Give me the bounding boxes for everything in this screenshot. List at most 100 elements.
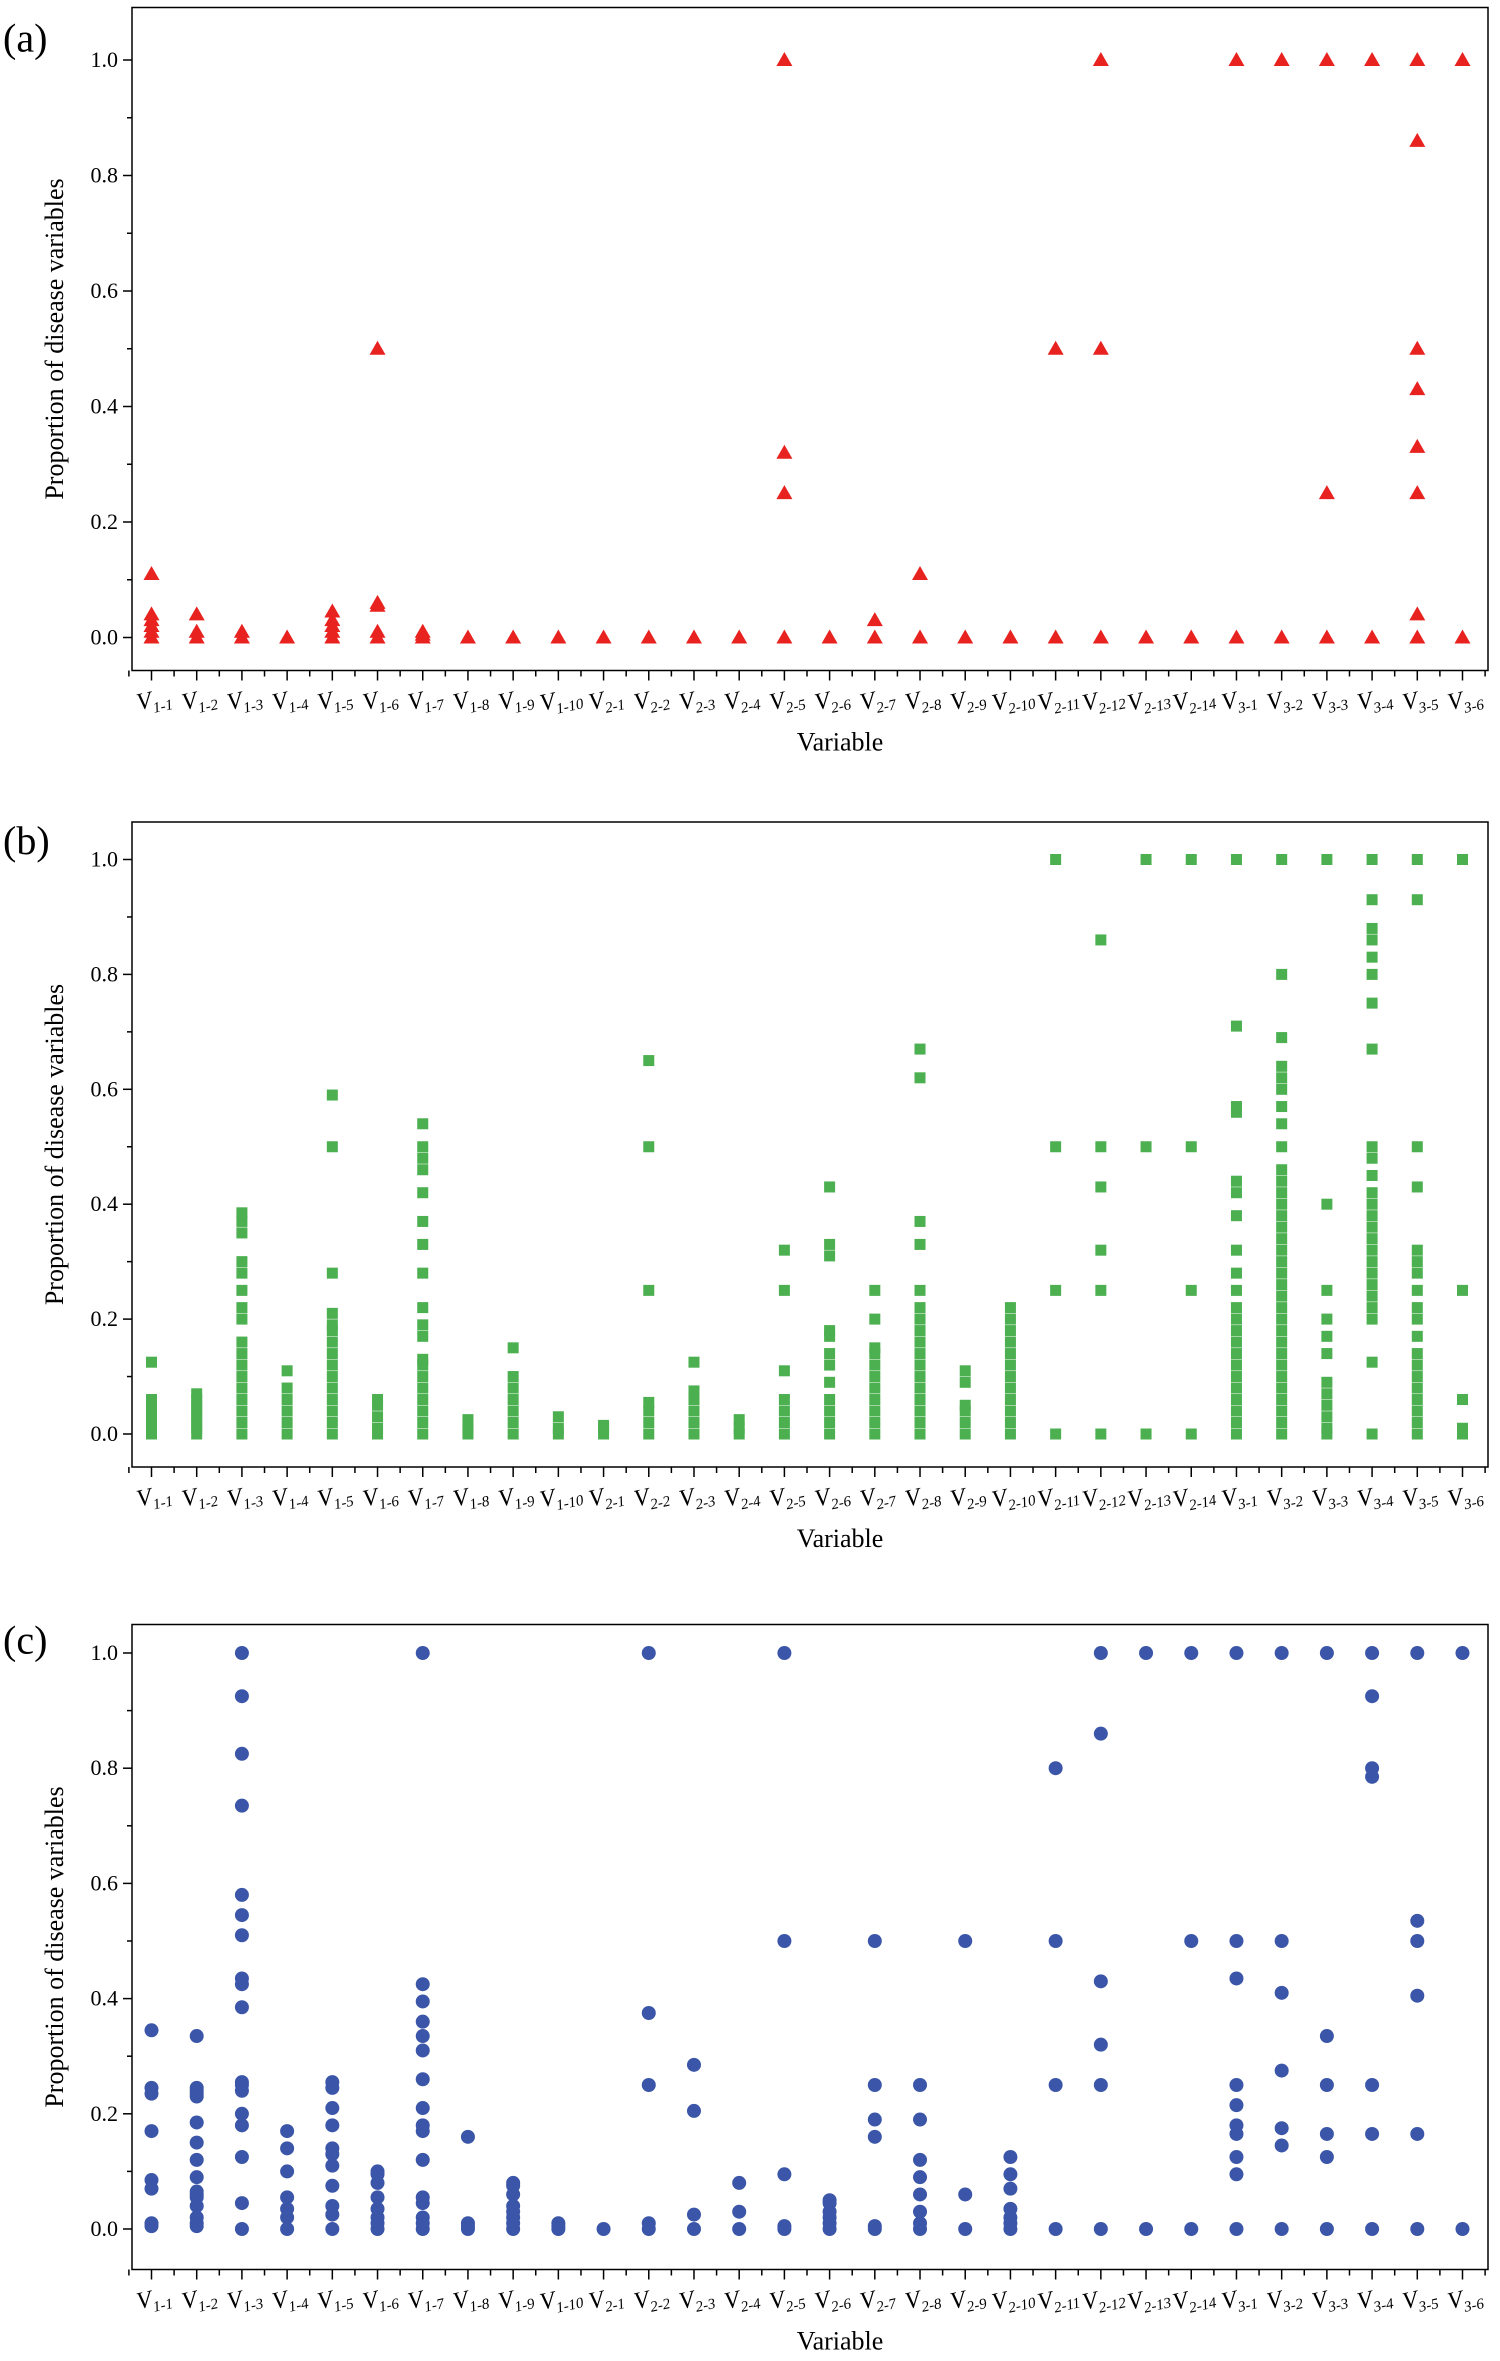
data-point [236,1359,248,1371]
data-point [1004,1371,1016,1383]
data-point [234,1689,249,1704]
data-point [236,1417,248,1429]
data-point [1319,2029,1334,2044]
data-point [236,1394,248,1406]
data-point [280,2201,295,2216]
data-point [733,1422,745,1434]
data-point [1229,2078,1244,2092]
data-point [1276,1244,1288,1256]
data-point [1457,1428,1468,1440]
data-point [1411,1330,1423,1342]
y-tick-label: 0.2 [91,509,119,534]
data-point [1047,340,1064,355]
data-point [1004,1325,1016,1337]
data-point [324,612,341,627]
data-point [1454,52,1471,66]
data-point [234,1971,249,1986]
data-point [777,1646,792,1660]
data-point [1050,1428,1062,1440]
y-tick-label: 1.0 [91,847,119,872]
panel-label: (b) [3,818,50,863]
data-point [1230,1267,1242,1279]
x-tick-label: V2-10 [990,1479,1038,1517]
data-point [507,1417,519,1429]
data-point [776,52,793,66]
data-point [1366,1141,1378,1153]
data-point [1411,894,1423,906]
x-axis-title: Variable [797,1524,884,1553]
data-point [1274,1985,1289,2000]
data-point [417,1187,429,1199]
data-point [1230,1175,1242,1187]
data-point [234,2118,249,2133]
data-point [1230,1302,1242,1314]
y-tick-label: 0.0 [91,2216,119,2241]
data-point [1229,2222,1244,2236]
data-point [236,1382,248,1394]
data-point [1093,1974,1108,1989]
data-point [643,1284,655,1296]
data-point [867,2219,882,2234]
data-point [236,1302,248,1314]
data-point [146,1405,157,1417]
data-point [1276,1118,1288,1130]
data-point [1230,1106,1242,1118]
data-point [507,1428,519,1440]
data-point [1411,1371,1423,1383]
data-point [914,1417,926,1429]
data-point [1366,1233,1378,1245]
data-point [598,1419,610,1431]
data-point [234,2075,249,2090]
data-point [778,1394,790,1406]
data-point [1411,1428,1423,1440]
data-point [1321,1428,1333,1440]
data-point [686,2207,701,2222]
data-point [1321,1348,1333,1360]
data-point [913,2152,928,2167]
data-point [1365,2078,1380,2092]
x-axis-title: Variable [797,2327,884,2356]
data-point [913,2170,928,2185]
data-point [506,2175,521,2190]
data-point [914,1394,926,1406]
data-point [415,2072,430,2087]
data-point [1229,2098,1244,2113]
data-point [778,1244,790,1256]
data-point [326,1089,338,1101]
data-point [1004,1394,1016,1406]
data-point [824,1428,836,1440]
data-point [1276,1072,1288,1084]
data-point [1004,1382,1016,1394]
data-point [417,1359,429,1371]
data-point [236,1256,248,1268]
data-point [417,1382,429,1394]
data-point [1230,1020,1242,1032]
data-point [1457,854,1468,865]
data-point [415,1646,430,1660]
data-point [913,2112,928,2127]
data-point [824,1348,836,1360]
data-point [914,1215,926,1227]
data-point [1230,1244,1242,1256]
data-point [1228,52,1245,66]
data-point [1409,606,1426,621]
data-point [233,623,250,638]
data-point [1047,629,1064,644]
data-point [1093,1646,1108,1660]
data-point [1276,1187,1288,1199]
data-point [281,1382,293,1394]
data-point [191,1411,203,1423]
data-point [417,1394,429,1406]
data-point [641,2216,656,2231]
data-point [1411,1302,1423,1314]
data-point [1276,1371,1288,1383]
data-point [507,1382,519,1394]
data-point [1229,1971,1244,1986]
data-point [234,1928,249,1943]
data-point [460,2216,475,2231]
data-point [1366,1152,1378,1164]
data-point [1274,2121,1289,2136]
data-point [1095,1244,1107,1256]
data-point [1002,629,1019,644]
